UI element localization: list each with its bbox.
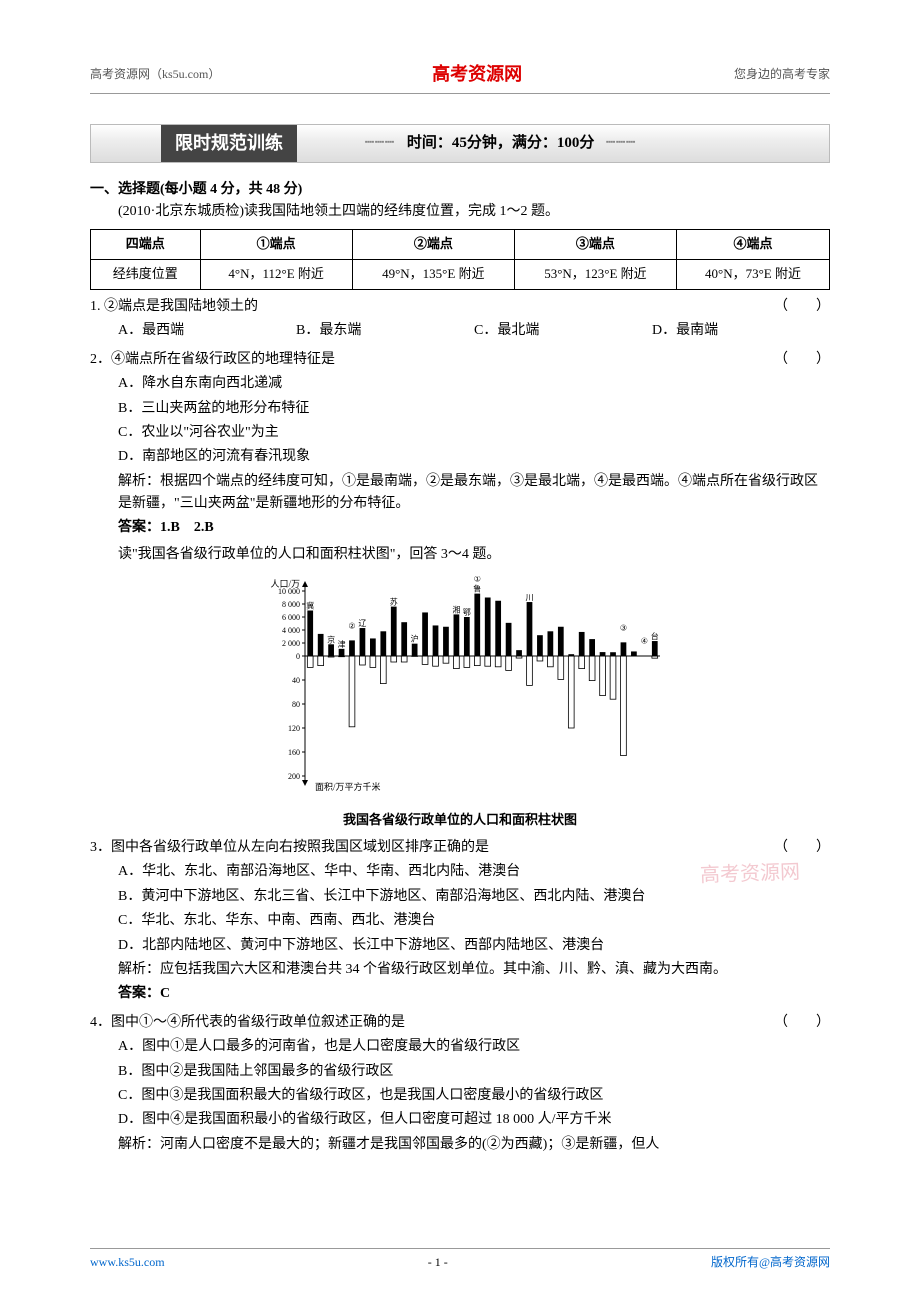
opt: A．降水自东南向西北递减 <box>90 373 830 395</box>
opt: C．华北、东北、华东、中南、西南、西北、港澳台 <box>90 910 830 932</box>
q3-options: A．华北、东北、南部沿海地区、华中、华南、西北内陆、港澳台 B．黄河中下游地区、… <box>90 861 830 957</box>
th: ③端点 <box>514 230 676 260</box>
q3-paren: （ ） <box>774 837 830 859</box>
svg-text:辽: 辽 <box>358 619 366 628</box>
chart-caption: 我国各省级行政单位的人口和面积柱状图 <box>90 810 830 831</box>
q4-paren: （ ） <box>774 1012 830 1034</box>
svg-text:④: ④ <box>641 637 648 646</box>
svg-text:冀: 冀 <box>306 601 314 611</box>
svg-text:面积/万平方千米: 面积/万平方千米 <box>315 781 381 792</box>
th: ②端点 <box>352 230 514 260</box>
opt: D．图中④是我国面积最小的省级行政区，但人口密度可超过 18 000 人/平方千… <box>90 1109 830 1131</box>
intro-12: (2010·北京东城质检)读我国陆地领土四端的经纬度位置，完成 1～2 题。 <box>90 201 830 223</box>
header-left: 高考资源网（ks5u.com） <box>90 65 220 84</box>
title-text: 时间：45分钟，满分：100分 <box>407 135 595 151</box>
q1-stem: 1. ②端点是我国陆地领土的 <box>90 296 258 318</box>
section-1-head: 一、选择题(每小题 4 分，共 48 分) <box>90 179 830 201</box>
svg-text:沪: 沪 <box>411 634 419 644</box>
q4-options: A．图中①是人口最多的河南省，也是人口密度最大的省级行政区 B．图中②是我国陆上… <box>90 1036 830 1132</box>
svg-text:200: 200 <box>288 772 300 781</box>
svg-text:2 000: 2 000 <box>282 639 300 648</box>
table-row: 四端点 ①端点 ②端点 ③端点 ④端点 <box>91 230 830 260</box>
th: 四端点 <box>91 230 201 260</box>
svg-text:4 000: 4 000 <box>282 626 300 635</box>
q2-paren: （ ） <box>774 349 830 371</box>
opt: C．图中③是我国面积最大的省级行政区，也是我国人口密度最小的省级行政区 <box>90 1085 830 1107</box>
svg-text:鲁: 鲁 <box>473 584 481 594</box>
td: 49°N，135°E 附近 <box>352 260 514 290</box>
footer-left: www.ks5u.com <box>90 1253 165 1272</box>
opt: B．最东端 <box>296 320 474 342</box>
page-footer: www.ks5u.com - 1 - 版权所有@高考资源网 <box>90 1248 830 1272</box>
opt: A．华北、东北、南部沿海地区、华中、华南、西北内陆、港澳台 <box>90 861 830 883</box>
q2-line: 2．④端点所在省级行政区的地理特征是 （ ） <box>90 349 830 371</box>
svg-text:川: 川 <box>525 593 533 602</box>
opt: D．北部内陆地区、黄河中下游地区、长江中下游地区、西部内陆地区、港澳台 <box>90 935 830 957</box>
svg-text:40: 40 <box>292 676 300 685</box>
td: 53°N，123°E 附近 <box>514 260 676 290</box>
opt: B．三山夹两盆的地形分布特征 <box>90 398 830 420</box>
opt: B．黄河中下游地区、东北三省、长江中下游地区、南部沿海地区、西北内陆、港澳台 <box>90 886 830 908</box>
q1-paren: （ ） <box>774 296 830 318</box>
q1-line: 1. ②端点是我国陆地领土的 （ ） <box>90 296 830 318</box>
svg-text:120: 120 <box>288 724 300 733</box>
title-dots2: ┈┈┈ <box>606 135 636 151</box>
svg-text:①: ① <box>474 576 481 584</box>
table-row: 经纬度位置 4°N，112°E 附近 49°N，135°E 附近 53°N，12… <box>91 260 830 290</box>
expl-3: 解析：应包括我国六大区和港澳台共 34 个省级行政区划单位。其中渝、川、黔、滇、… <box>90 959 830 981</box>
svg-text:0: 0 <box>296 652 300 661</box>
q1-options: A．最西端 B．最东端 C．最北端 D．最南端 <box>90 320 830 342</box>
title-dots: ┈┈┈ <box>365 135 395 151</box>
ans-3: 答案：C <box>90 983 830 1005</box>
q4-line: 4．图中①～④所代表的省级行政单位叙述正确的是 （ ） <box>90 1012 830 1034</box>
th: ①端点 <box>200 230 352 260</box>
opt: C．最北端 <box>474 320 652 342</box>
opt: D．最南端 <box>652 320 830 342</box>
q3-stem: 3．图中各省级行政单位从左向右按照我国区域划区排序正确的是 <box>90 837 489 859</box>
q2-stem: 2．④端点所在省级行政区的地理特征是 <box>90 349 335 371</box>
td: 4°N，112°E 附近 <box>200 260 352 290</box>
opt: D．南部地区的河流有春汛现象 <box>90 446 830 468</box>
footer-center: - 1 - <box>428 1253 448 1272</box>
opt: B．图中②是我国陆上邻国最多的省级行政区 <box>90 1061 830 1083</box>
svg-text:③: ③ <box>620 624 627 633</box>
svg-text:湘: 湘 <box>452 605 460 615</box>
svg-text:80: 80 <box>292 700 300 709</box>
title-box: 限时规范训练 <box>161 125 297 162</box>
header-center: 高考资源网 <box>432 60 522 89</box>
svg-text:人口/万: 人口/万 <box>270 579 300 589</box>
svg-text:6 000: 6 000 <box>282 613 300 622</box>
svg-text:160: 160 <box>288 748 300 757</box>
ans-12: 答案：1.B 2.B <box>90 517 830 539</box>
footer-right: 版权所有@高考资源网 <box>711 1253 830 1272</box>
svg-text:津: 津 <box>338 639 346 649</box>
chart-svg: 02 0004 0006 0008 00010 0004080120160200… <box>250 576 670 806</box>
expl-12: 解析：根据四个端点的经纬度可知，①是最南端，②是最东端，③是最北端，④是最西端。… <box>90 471 830 516</box>
th: ④端点 <box>676 230 829 260</box>
svg-text:京: 京 <box>327 635 335 645</box>
title-bar: 限时规范训练 ┈┈┈ 时间：45分钟，满分：100分 ┈┈┈ <box>90 124 830 163</box>
header-right: 您身边的高考专家 <box>734 65 830 84</box>
q3-line: 3．图中各省级行政单位从左向右按照我国区域划区排序正确的是 （ ） <box>90 837 830 859</box>
td: 40°N，73°E 附近 <box>676 260 829 290</box>
pop-area-chart: 02 0004 0006 0008 00010 0004080120160200… <box>90 576 830 806</box>
svg-text:8 000: 8 000 <box>282 600 300 609</box>
q4-stem: 4．图中①～④所代表的省级行政单位叙述正确的是 <box>90 1012 405 1034</box>
svg-text:台: 台 <box>651 631 659 641</box>
endpoints-table: 四端点 ①端点 ②端点 ③端点 ④端点 经纬度位置 4°N，112°E 附近 4… <box>90 229 830 290</box>
svg-text:②: ② <box>348 622 355 631</box>
title-info: ┈┈┈ 时间：45分钟，满分：100分 ┈┈┈ <box>357 131 644 155</box>
opt: A．图中①是人口最多的河南省，也是人口密度最大的省级行政区 <box>90 1036 830 1058</box>
opt: A．最西端 <box>118 320 296 342</box>
opt: C．农业以"河谷农业"为主 <box>90 422 830 444</box>
expl-4: 解析：河南人口密度不是最大的；新疆才是我国邻国最多的(②为西藏)；③是新疆，但人 <box>90 1134 830 1156</box>
td: 经纬度位置 <box>91 260 201 290</box>
intro-34: 读"我国各省级行政单位的人口和面积柱状图"，回答 3～4 题。 <box>90 544 830 566</box>
page-header: 高考资源网（ks5u.com） 高考资源网 您身边的高考专家 <box>90 60 830 94</box>
svg-text:苏: 苏 <box>390 597 398 607</box>
svg-text:鄂: 鄂 <box>463 608 471 617</box>
q2-options: A．降水自东南向西北递减 B．三山夹两盆的地形分布特征 C．农业以"河谷农业"为… <box>90 373 830 469</box>
